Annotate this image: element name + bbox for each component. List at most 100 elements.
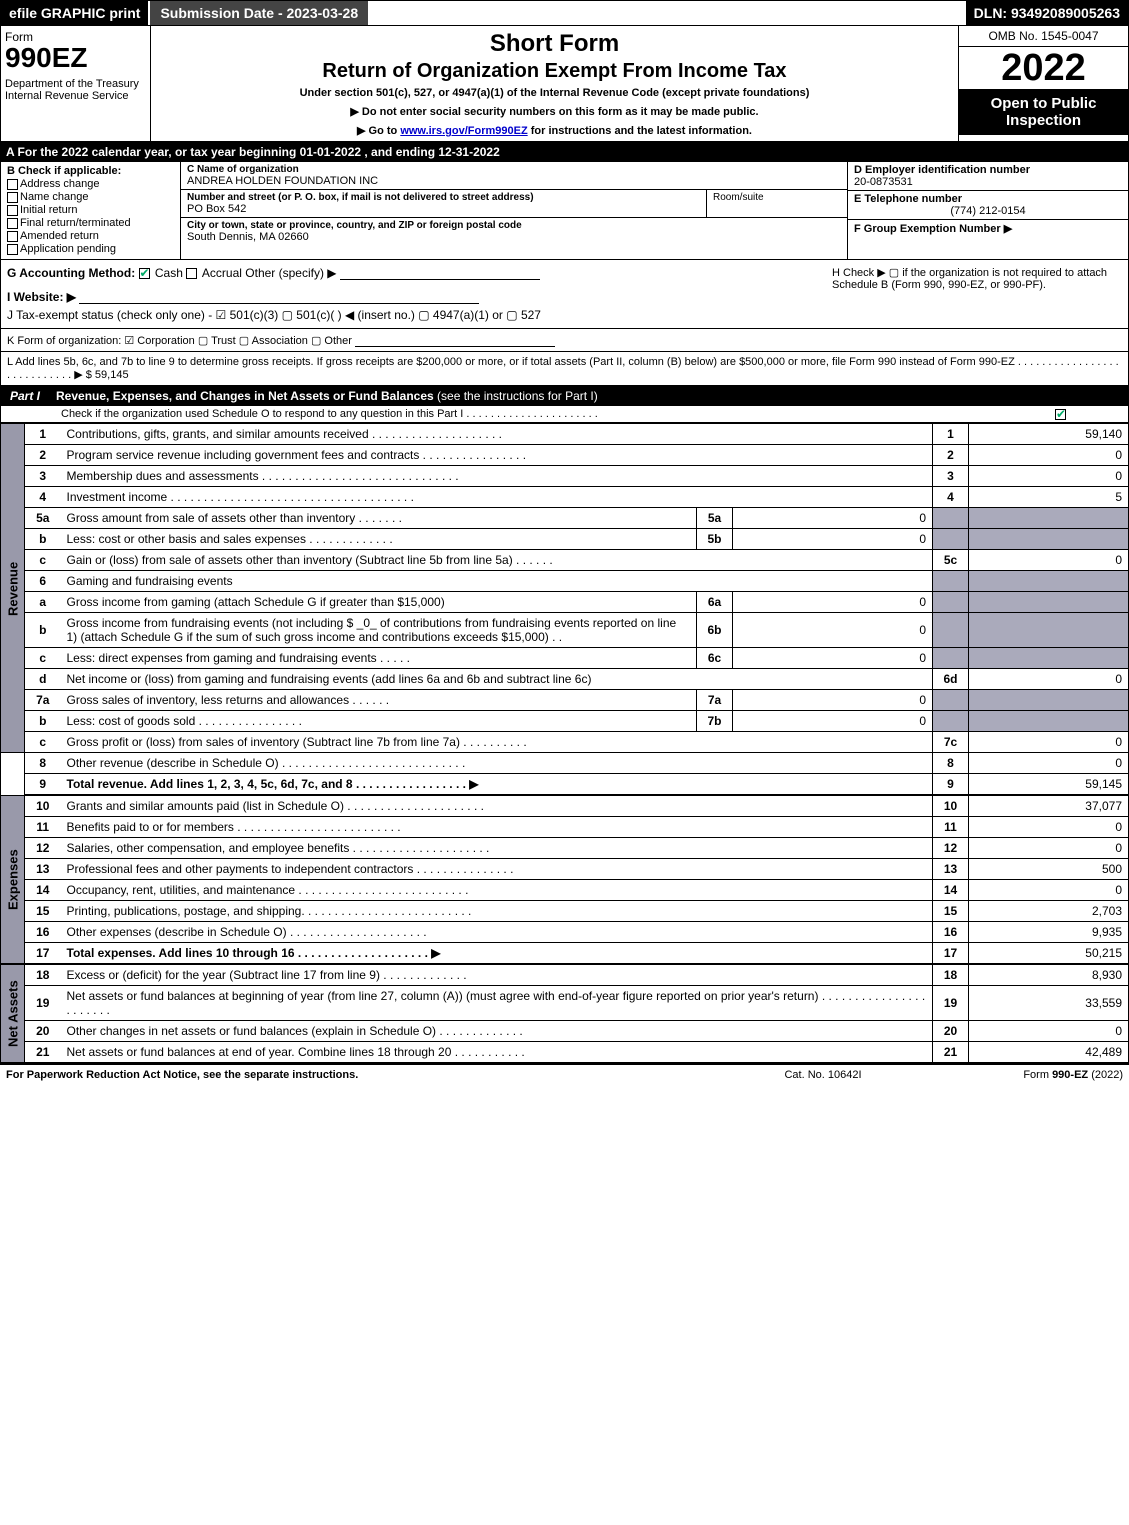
checkbox-icon[interactable] xyxy=(7,244,18,255)
line-18: Net Assets 18 Excess or (deficit) for th… xyxy=(1,965,1129,986)
h-check: H Check ▶ ▢ if the organization is not r… xyxy=(822,266,1122,322)
line-5a: 5a Gross amount from sale of assets othe… xyxy=(1,508,1129,529)
subtitle: Under section 501(c), 527, or 4947(a)(1)… xyxy=(155,87,954,99)
k-label: K Form of organization: ☑ Corporation ▢ … xyxy=(7,335,352,347)
org-name: ANDREA HOLDEN FOUNDATION INC xyxy=(187,175,841,187)
d-ein: D Employer identification number 20-0873… xyxy=(848,162,1128,191)
j-tax-status: J Tax-exempt status (check only one) - ☑… xyxy=(7,308,822,322)
k-form-org: K Form of organization: ☑ Corporation ▢ … xyxy=(0,329,1129,352)
k-other-input[interactable] xyxy=(355,333,555,347)
revenue-table: Revenue 1 Contributions, gifts, grants, … xyxy=(0,423,1129,795)
street-label: Number and street (or P. O. box, if mail… xyxy=(187,192,700,203)
check-address-change[interactable]: Address change xyxy=(7,178,174,190)
line-13: 13Professional fees and other payments t… xyxy=(1,859,1129,880)
website-input[interactable] xyxy=(79,290,479,304)
street-value: PO Box 542 xyxy=(187,203,700,215)
line-6b: b Gross income from fundraising events (… xyxy=(1,613,1129,648)
check-name-change[interactable]: Name change xyxy=(7,191,174,203)
line1-desc: Contributions, gifts, grants, and simila… xyxy=(61,424,933,445)
sidetab-netassets: Net Assets xyxy=(1,965,25,1063)
form-990ez: efile GRAPHIC print Submission Date - 20… xyxy=(0,0,1129,1085)
checkbox-icon[interactable] xyxy=(7,192,18,203)
tax-year: 2022 xyxy=(959,47,1128,89)
line-1: Revenue 1 Contributions, gifts, grants, … xyxy=(1,424,1129,445)
e-header: E Telephone number xyxy=(854,193,1122,205)
line-9: 9 Total revenue. Add lines 1, 2, 3, 4, 5… xyxy=(1,774,1129,795)
check-initial-return[interactable]: Initial return xyxy=(7,204,174,216)
checkbox-icon[interactable] xyxy=(7,218,18,229)
checkbox-icon[interactable] xyxy=(7,231,18,242)
irs-link[interactable]: www.irs.gov/Form990EZ xyxy=(400,125,527,137)
part1-tab: Part I xyxy=(0,386,50,406)
line-6c: c Less: direct expenses from gaming and … xyxy=(1,648,1129,669)
g-accounting: G Accounting Method: Cash Accrual Other … xyxy=(7,266,822,280)
row-bcdef: B Check if applicable: Address change Na… xyxy=(0,162,1129,260)
check-accrual[interactable] xyxy=(186,268,197,279)
l-gross-receipts: L Add lines 5b, 6c, and 7b to line 9 to … xyxy=(0,352,1129,386)
topbar: efile GRAPHIC print Submission Date - 20… xyxy=(0,0,1129,26)
sidetab-expenses: Expenses xyxy=(1,796,25,964)
sidetab-revenue: Revenue xyxy=(1,424,25,753)
line-5c: c Gain or (loss) from sale of assets oth… xyxy=(1,550,1129,571)
note-url: ▶ Go to www.irs.gov/Form990EZ for instru… xyxy=(155,124,954,137)
check-cash[interactable] xyxy=(139,268,150,279)
part1-sub-label: Check if the organization used Schedule … xyxy=(61,408,598,420)
footer: For Paperwork Reduction Act Notice, see … xyxy=(0,1063,1129,1085)
other-specify-input[interactable] xyxy=(340,266,540,280)
ghi-left: G Accounting Method: Cash Accrual Other … xyxy=(7,266,822,322)
row-ghi: G Accounting Method: Cash Accrual Other … xyxy=(0,260,1129,329)
submission-date: Submission Date - 2023-03-28 xyxy=(148,1,368,25)
e-phone: E Telephone number (774) 212-0154 xyxy=(848,191,1128,220)
part1-subtext: Check if the organization used Schedule … xyxy=(0,406,1129,423)
f-group: F Group Exemption Number ▶ xyxy=(848,220,1128,237)
line-17: 17Total expenses. Add lines 10 through 1… xyxy=(1,943,1129,964)
g-label: G Accounting Method: xyxy=(7,266,135,280)
d-header: D Employer identification number xyxy=(854,164,1122,176)
check-schedule-o[interactable] xyxy=(1055,409,1066,420)
c-name-label: C Name of organization xyxy=(187,164,841,175)
line-8: 8 Other revenue (describe in Schedule O)… xyxy=(1,753,1129,774)
line-6: 6 Gaming and fundraising events xyxy=(1,571,1129,592)
header-left: Form 990EZ Department of the Treasury In… xyxy=(1,26,151,141)
line-21: 21Net assets or fund balances at end of … xyxy=(1,1042,1129,1063)
line-2: 2 Program service revenue including gove… xyxy=(1,445,1129,466)
line-3: 3 Membership dues and assessments . . . … xyxy=(1,466,1129,487)
footer-center: Cat. No. 10642I xyxy=(723,1069,923,1081)
efile-label[interactable]: efile GRAPHIC print xyxy=(1,1,148,25)
ein-value: 20-0873531 xyxy=(854,176,1122,188)
checkbox-icon[interactable] xyxy=(7,205,18,216)
dln: DLN: 93492089005263 xyxy=(966,1,1128,25)
line-20: 20Other changes in net assets or fund ba… xyxy=(1,1021,1129,1042)
part1-title: Revenue, Expenses, and Changes in Net As… xyxy=(50,386,604,406)
line-10: Expenses 10 Grants and similar amounts p… xyxy=(1,796,1129,817)
check-final-return[interactable]: Final return/terminated xyxy=(7,217,174,229)
h-text: H Check ▶ ▢ if the organization is not r… xyxy=(832,267,1107,291)
line-6d: d Net income or (loss) from gaming and f… xyxy=(1,669,1129,690)
line-14: 14Occupancy, rent, utilities, and mainte… xyxy=(1,880,1129,901)
line-7b: b Less: cost of goods sold . . . . . . .… xyxy=(1,711,1129,732)
part1-header: Part I Revenue, Expenses, and Changes in… xyxy=(0,386,1129,406)
check-amended[interactable]: Amended return xyxy=(7,230,174,242)
line-7c: c Gross profit or (loss) from sales of i… xyxy=(1,732,1129,753)
i-website: I Website: ▶ xyxy=(7,290,822,304)
c-city-row: City or town, state or province, country… xyxy=(181,218,847,245)
header-right: OMB No. 1545-0047 2022 Open to Public In… xyxy=(958,26,1128,141)
line-7a: 7a Gross sales of inventory, less return… xyxy=(1,690,1129,711)
phone-value: (774) 212-0154 xyxy=(854,205,1122,217)
col-def: D Employer identification number 20-0873… xyxy=(848,162,1128,259)
topbar-spacer xyxy=(368,1,966,25)
city-label: City or town, state or province, country… xyxy=(187,220,841,231)
checkbox-icon[interactable] xyxy=(7,179,18,190)
c-street-row: Number and street (or P. O. box, if mail… xyxy=(181,190,847,218)
line-4: 4 Investment income . . . . . . . . . . … xyxy=(1,487,1129,508)
line-12: 12Salaries, other compensation, and empl… xyxy=(1,838,1129,859)
c-name-row: C Name of organization ANDREA HOLDEN FOU… xyxy=(181,162,847,190)
line1-val: 59,140 xyxy=(969,424,1129,445)
section-a: A For the 2022 calendar year, or tax yea… xyxy=(0,142,1129,162)
f-header: F Group Exemption Number ▶ xyxy=(854,223,1012,235)
line-15: 15Printing, publications, postage, and s… xyxy=(1,901,1129,922)
dept-label: Department of the Treasury Internal Reve… xyxy=(5,78,146,102)
line-11: 11Benefits paid to or for members . . . … xyxy=(1,817,1129,838)
line-5b: b Less: cost or other basis and sales ex… xyxy=(1,529,1129,550)
check-pending[interactable]: Application pending xyxy=(7,243,174,255)
